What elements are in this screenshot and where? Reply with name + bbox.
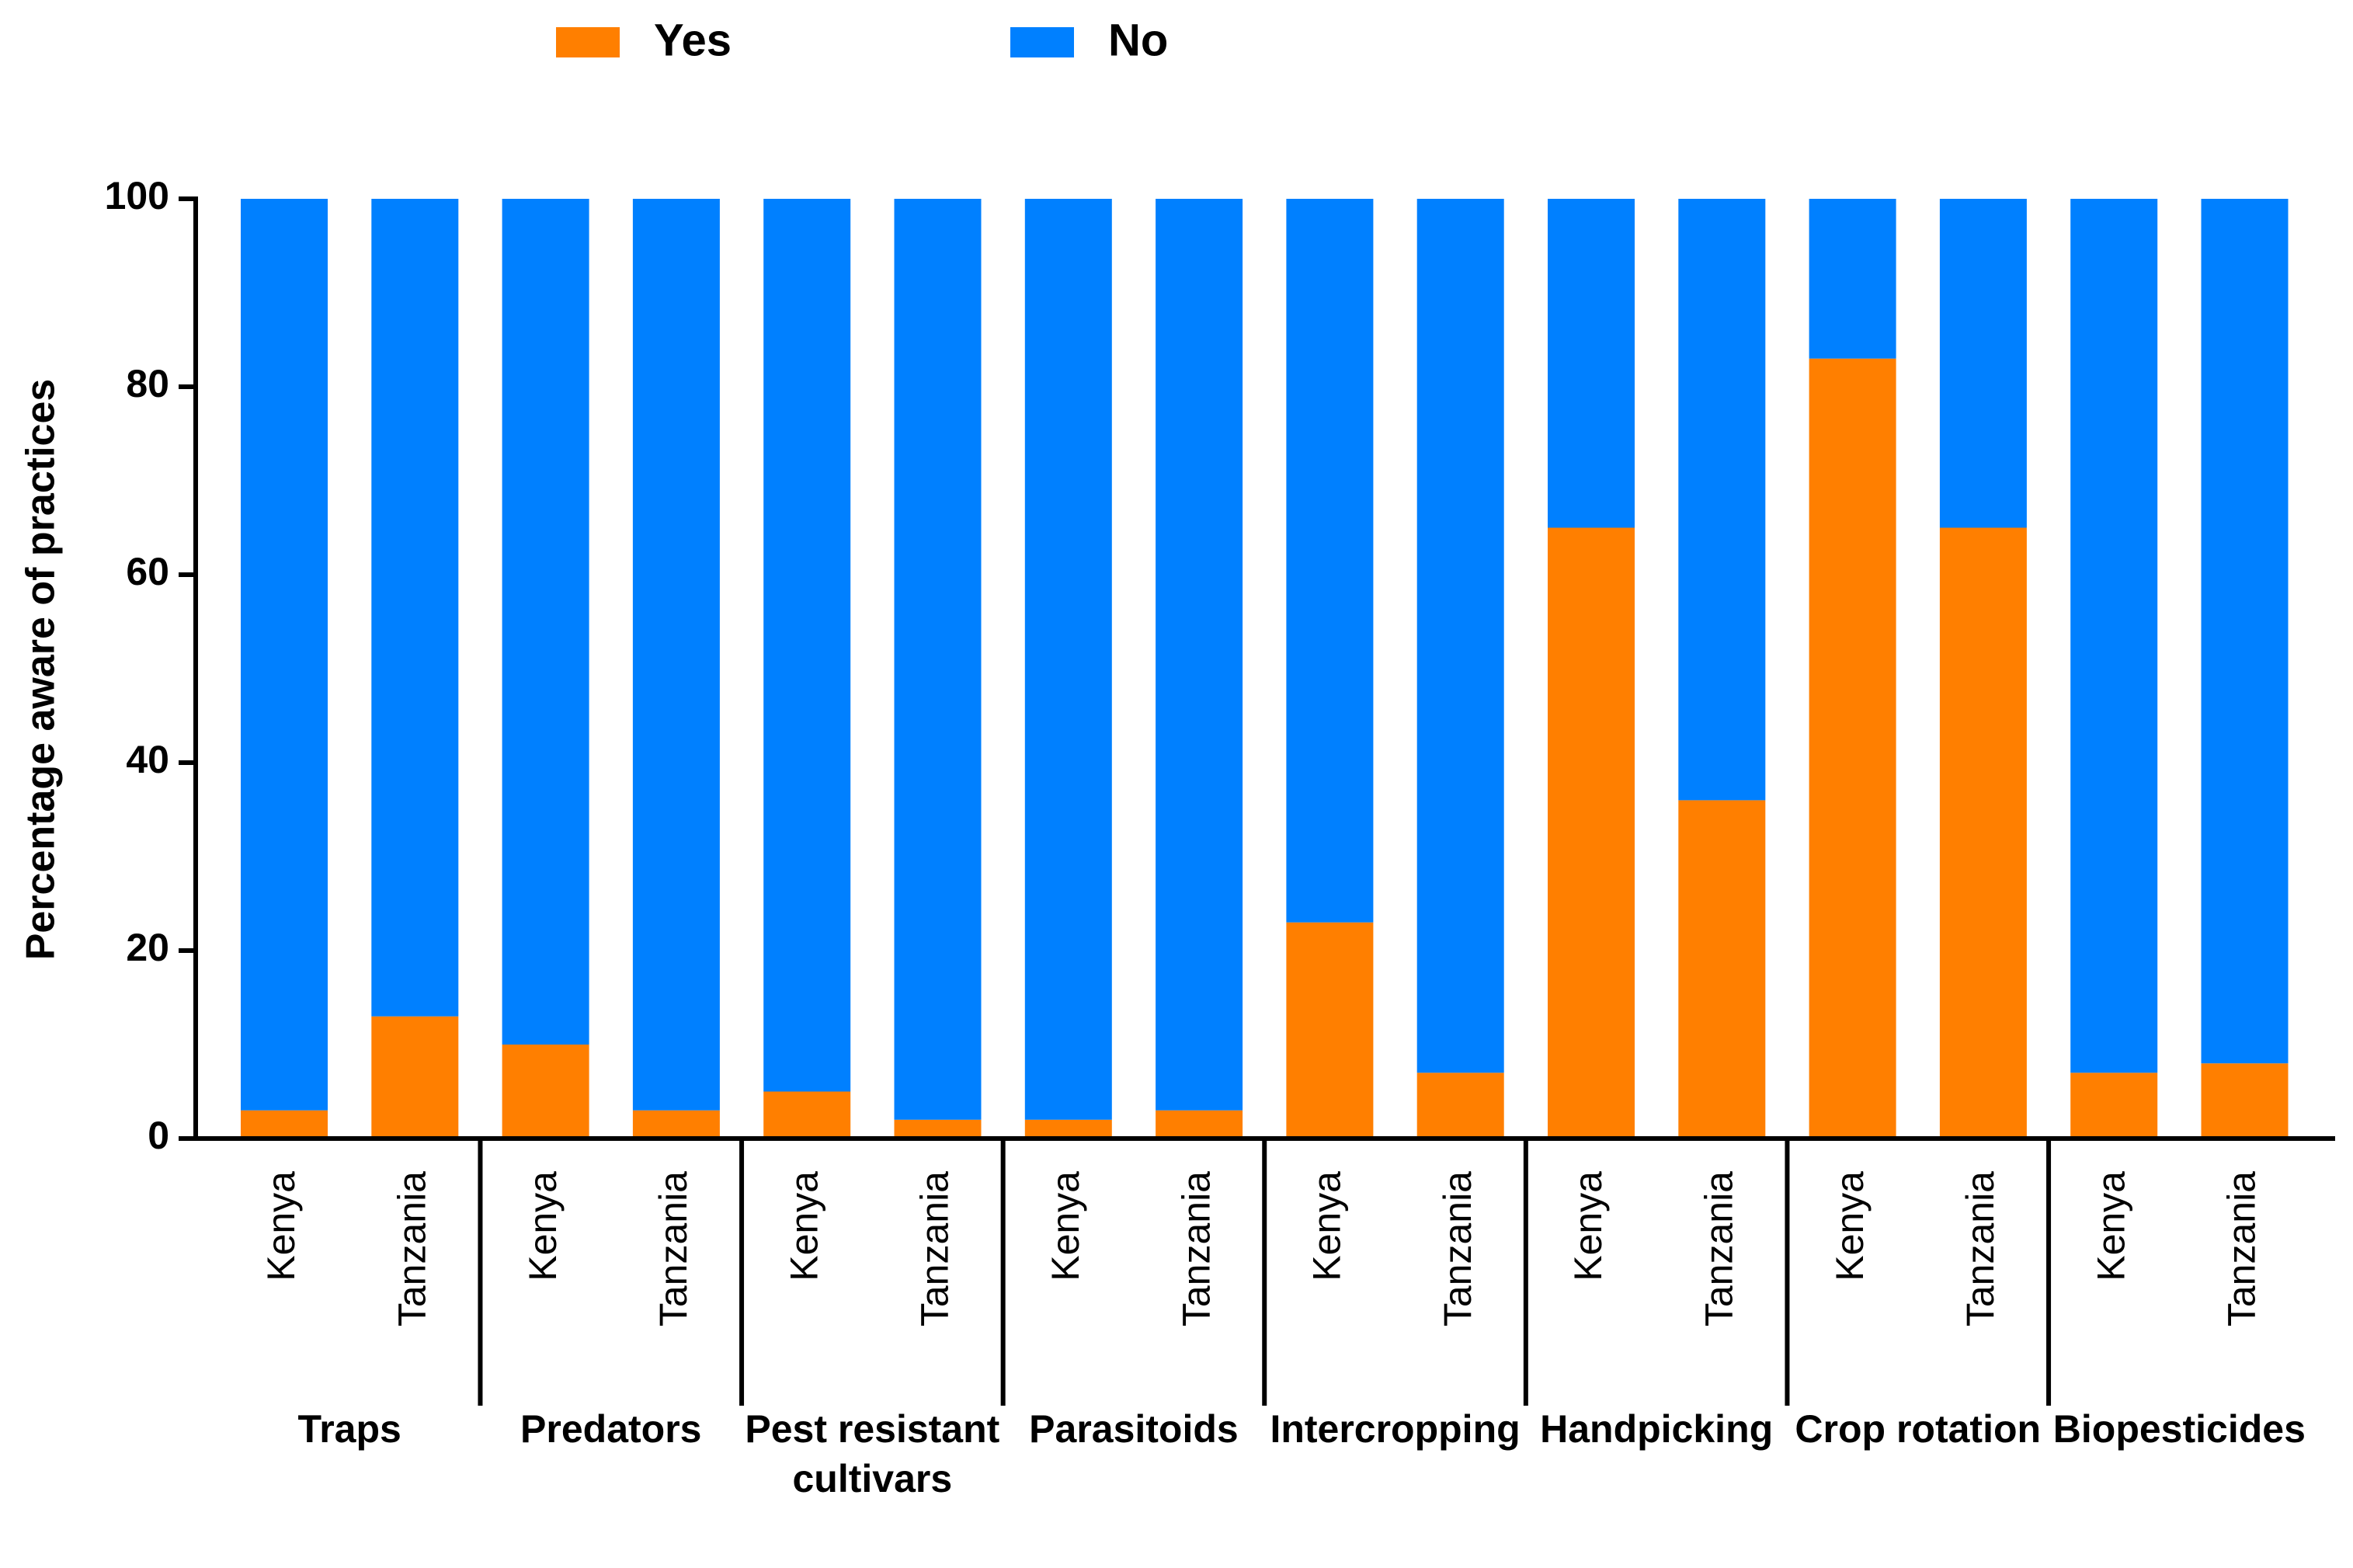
legend-swatch bbox=[1010, 27, 1074, 57]
bar-segment bbox=[2201, 1063, 2289, 1139]
bar-segment bbox=[1548, 527, 1635, 1139]
y-tick-label: 80 bbox=[126, 362, 169, 405]
bar-segment bbox=[1939, 199, 2027, 528]
group-label: Biopesticides bbox=[2052, 1407, 2306, 1451]
x-tick-label: Tanzania bbox=[1959, 1171, 2002, 1326]
x-tick-label: Tanzania bbox=[1436, 1171, 1479, 1326]
bar-segment bbox=[1286, 922, 1374, 1139]
legend-label: No bbox=[1108, 15, 1168, 65]
bar-segment bbox=[1809, 199, 1896, 359]
bar-segment bbox=[241, 199, 328, 1111]
bar-segment bbox=[1024, 199, 1112, 1120]
bar-segment bbox=[1678, 800, 1766, 1139]
x-tick-label: Tanzania bbox=[913, 1171, 957, 1326]
bar-segment bbox=[1286, 199, 1374, 923]
x-tick-label: Kenya bbox=[1828, 1171, 1872, 1281]
x-tick-label: Kenya bbox=[1566, 1171, 1610, 1281]
group-label: Pest resistant cultivars bbox=[745, 1407, 1000, 1500]
bar-segment bbox=[632, 199, 720, 1111]
bar-segment bbox=[502, 1045, 589, 1139]
y-axis-title: Percentage aware of practices bbox=[19, 379, 64, 961]
bar-segment bbox=[2201, 199, 2289, 1064]
bar-segment bbox=[1156, 1110, 1243, 1139]
y-tick-label: 60 bbox=[126, 550, 169, 593]
y-tick-label: 40 bbox=[126, 738, 169, 781]
x-tick-label: Kenya bbox=[521, 1171, 565, 1281]
bar-segment bbox=[763, 1091, 851, 1139]
bar-segment bbox=[894, 199, 982, 1120]
bar-segment bbox=[1024, 1119, 1112, 1139]
bar-segment bbox=[1939, 527, 2027, 1139]
x-tick-label: Tanzania bbox=[391, 1171, 434, 1326]
bar-segment bbox=[2070, 199, 2158, 1073]
bar-segment bbox=[1548, 199, 1635, 528]
x-tick-label: Kenya bbox=[2089, 1171, 2132, 1281]
x-tick-label: Kenya bbox=[1044, 1171, 1087, 1281]
bar-segment bbox=[371, 199, 459, 1017]
x-tick-label: Tanzania bbox=[652, 1171, 695, 1326]
x-tick-label: Kenya bbox=[259, 1171, 303, 1281]
bar-segment bbox=[1156, 199, 1243, 1111]
x-tick-label: Tanzania bbox=[1174, 1171, 1218, 1326]
legend-label: Yes bbox=[654, 15, 732, 65]
bar-segment bbox=[1809, 358, 1896, 1139]
bar-segment bbox=[1416, 199, 1504, 1073]
group-label: Crop rotation bbox=[1795, 1407, 2042, 1451]
y-tick-label: 100 bbox=[105, 174, 169, 217]
group-label: Handpicking bbox=[1540, 1407, 1774, 1451]
x-tick-label: Kenya bbox=[1305, 1171, 1349, 1281]
bar-segment bbox=[371, 1016, 459, 1139]
bar-segment bbox=[632, 1110, 720, 1139]
y-tick-label: 20 bbox=[126, 926, 169, 969]
x-tick-label: Tanzania bbox=[1698, 1171, 1741, 1326]
bar-segment bbox=[2070, 1073, 2158, 1139]
bar-segment bbox=[241, 1110, 328, 1139]
bar-segment bbox=[763, 199, 851, 1092]
legend-swatch bbox=[556, 27, 620, 57]
bar-segment bbox=[894, 1119, 982, 1139]
x-tick-label: Kenya bbox=[782, 1171, 825, 1281]
group-label: Intercropping bbox=[1270, 1407, 1521, 1451]
group-label: Parasitoids bbox=[1029, 1407, 1239, 1451]
x-tick-label: Tanzania bbox=[2220, 1171, 2264, 1326]
bar-segment bbox=[502, 199, 589, 1045]
group-label: Predators bbox=[520, 1407, 702, 1451]
y-tick-label: 0 bbox=[148, 1114, 169, 1157]
group-label: Traps bbox=[297, 1407, 401, 1451]
bar-segment bbox=[1416, 1073, 1504, 1139]
bar-segment bbox=[1678, 199, 1766, 801]
